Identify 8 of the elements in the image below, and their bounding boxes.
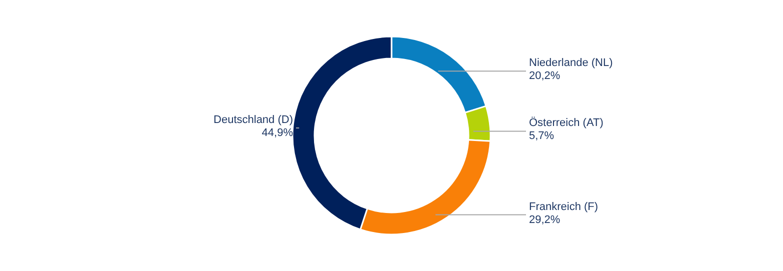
slice-label: Deutschland (D) [214, 114, 293, 126]
slice-label: Niederlande (NL) [529, 57, 613, 70]
data-label: 44,9% [262, 126, 294, 139]
slice-label: Frankreich (F) [529, 200, 598, 213]
data-label: 20,2% [529, 70, 560, 82]
data-label: 29,2% [529, 214, 560, 226]
data-label: 5,7% [529, 130, 554, 142]
slice-label: Österreich (AT) [529, 116, 604, 130]
